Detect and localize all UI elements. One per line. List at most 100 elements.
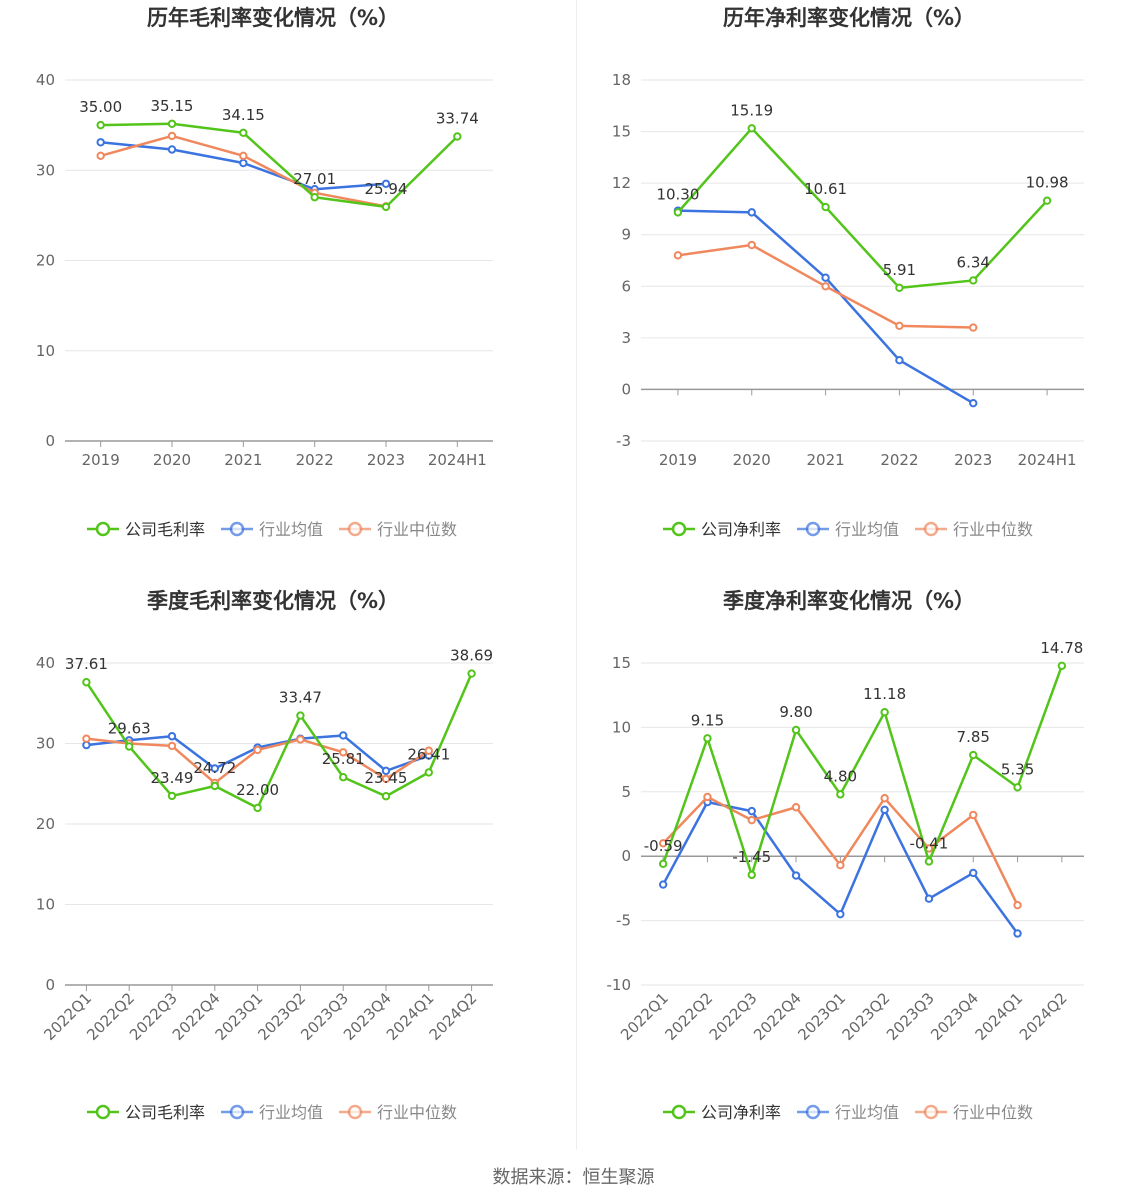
data-point-company (167, 119, 177, 128)
data-label: 34.15 (222, 106, 265, 124)
legend-label: 行业中位数 (377, 520, 457, 539)
data-point-company (167, 791, 177, 801)
y-tick-label: -5 (616, 912, 631, 930)
data-point-industry_median (339, 748, 348, 757)
x-tick-label: 2024Q1 (972, 989, 1027, 1044)
y-tick-label: 15 (612, 654, 631, 672)
data-point-company (381, 792, 391, 801)
data-point-company (296, 711, 305, 720)
x-tick-label: 2023Q1 (794, 989, 849, 1044)
data-point-industry_median (703, 792, 712, 802)
data-label: 10.30 (656, 185, 699, 203)
data-label: 22.00 (236, 781, 279, 799)
data-label: 4.80 (824, 767, 857, 785)
data-label: 9.80 (779, 703, 812, 721)
data-point-industry_median (1013, 900, 1022, 910)
legend-marker (347, 521, 363, 537)
data-point-company (1042, 196, 1052, 205)
y-tick-label: 20 (36, 252, 55, 270)
chart-title: 历年净利率变化情况（%） (723, 6, 975, 30)
series-line-industry_avg (677, 209, 974, 405)
data-point-industry_avg (239, 158, 248, 168)
data-point-industry_median (969, 810, 978, 820)
legend-label: 公司净利率 (701, 520, 781, 539)
data-point-company (424, 768, 433, 777)
data-point-industry_avg (747, 806, 756, 816)
data-point-industry_median (791, 803, 801, 812)
data-point-industry_avg (339, 731, 348, 740)
y-tick-label: 0 (45, 432, 55, 450)
legend-label: 行业中位数 (377, 1103, 457, 1122)
data-point-industry_median (658, 839, 668, 848)
series-line-company (676, 127, 1049, 290)
y-tick-label: 5 (621, 783, 631, 801)
x-tick-label: 2021 (224, 451, 262, 469)
x-tick-label: 2020 (733, 451, 771, 469)
y-tick-label: 12 (612, 174, 631, 192)
legend-item-industry_median: 行业中位数 (915, 520, 1033, 539)
chart-svg: 季度毛利率变化情况（%）0102030402022Q12022Q22022Q32… (36, 589, 493, 1122)
data-point-company (969, 750, 978, 760)
legend-marker (95, 1104, 111, 1120)
data-point-company (210, 781, 220, 791)
y-tick-label: 20 (36, 815, 55, 833)
data-point-industry_median (821, 282, 830, 291)
data-label: 35.15 (151, 97, 194, 115)
data-point-company (924, 857, 934, 866)
legend-item-industry_avg: 行业均值 (221, 1103, 323, 1122)
legend-label: 行业均值 (259, 520, 323, 539)
series-line-company (661, 665, 1064, 877)
legend-label: 行业中位数 (953, 1103, 1033, 1122)
data-point-industry_median (747, 240, 756, 250)
data-point-industry_avg (96, 138, 105, 147)
data-label: 14.78 (1040, 639, 1083, 657)
y-tick-label: 0 (621, 380, 631, 398)
data-point-company (239, 128, 248, 137)
data-label: 9.15 (691, 711, 724, 729)
data-label: 10.98 (1026, 174, 1069, 192)
chart-title: 季度毛利率变化情况（%） (147, 589, 399, 613)
data-point-industry_median (167, 131, 177, 141)
legend-label: 公司毛利率 (125, 520, 205, 539)
data-point-company (658, 859, 668, 868)
legend-marker (805, 1104, 821, 1120)
data-point-company (821, 202, 830, 212)
legend-item-company: 公司净利率 (663, 1103, 781, 1122)
y-tick-label: 0 (45, 976, 55, 994)
data-point-company (747, 870, 756, 880)
y-tick-label: -3 (616, 432, 631, 450)
data-point-industry_median (82, 734, 91, 743)
x-tick-label: 2023Q2 (839, 989, 894, 1044)
y-tick-label: 9 (621, 226, 631, 244)
legend-marker (671, 1104, 687, 1120)
data-point-company (467, 669, 476, 678)
data-point-industry_avg (924, 894, 934, 903)
legend-marker (805, 521, 821, 537)
legend-label: 公司净利率 (701, 1103, 781, 1122)
data-label: -0.41 (910, 834, 949, 852)
data-point-industry_avg (167, 145, 177, 154)
data-point-company (791, 725, 801, 735)
series-line-industry_median (662, 795, 1019, 906)
x-tick-label: 2023Q4 (927, 989, 982, 1044)
legend-label: 行业均值 (835, 1103, 899, 1122)
data-point-industry_median (969, 323, 978, 332)
y-tick-label: 30 (36, 735, 55, 753)
legend-marker (229, 521, 245, 537)
x-tick-label: 2022Q1 (617, 989, 672, 1044)
data-source-note: 数据来源：恒生聚源 (492, 1167, 655, 1188)
data-label: 6.34 (957, 253, 990, 271)
data-point-company (381, 202, 391, 212)
data-label: 23.45 (365, 769, 408, 787)
data-point-industry_avg (658, 880, 668, 889)
x-tick-label: 2021 (806, 451, 844, 469)
data-point-company (125, 742, 134, 751)
data-point-company (82, 678, 91, 687)
data-point-industry_median (239, 151, 248, 161)
data-point-industry_avg (1013, 929, 1022, 938)
panel-divider (576, 0, 577, 1150)
legend-item-industry_avg: 行业均值 (797, 520, 899, 539)
data-label: 35.00 (79, 98, 122, 116)
y-tick-label: 30 (36, 161, 55, 179)
x-tick-label: 2020 (153, 451, 191, 469)
